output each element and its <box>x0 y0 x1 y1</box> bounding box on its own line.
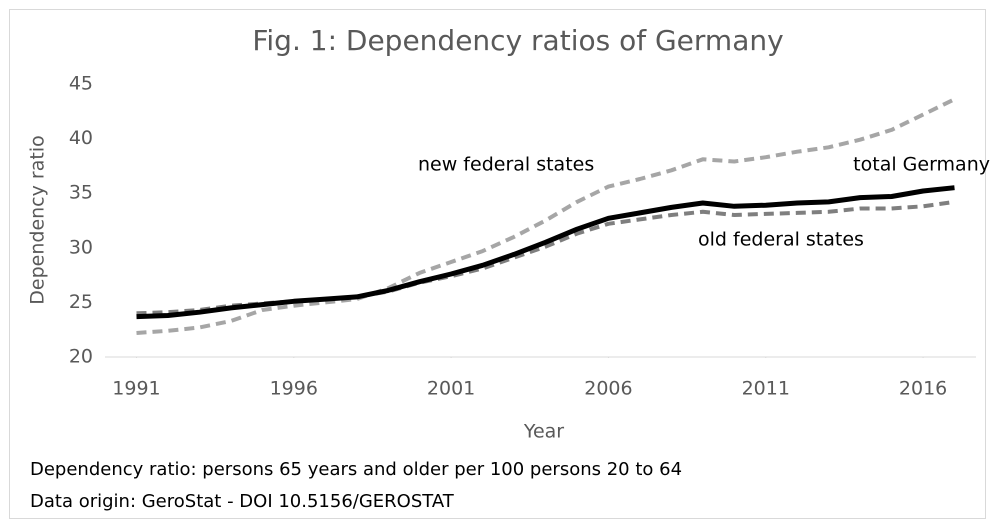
note: Dependency ratio: persons 65 years and o… <box>30 459 682 480</box>
x-axis-label: Year <box>523 421 564 443</box>
chart-border <box>9 9 986 519</box>
x-tick-label: 2001 <box>427 378 475 400</box>
x-tick-label: 1996 <box>270 378 318 400</box>
series-label: old federal states <box>698 229 864 251</box>
series-line <box>136 185 955 320</box>
y-axis-label: Dependency ratio <box>27 135 49 304</box>
y-tick-label: 40 <box>69 127 93 149</box>
x-tick-label: 1991 <box>112 378 160 400</box>
y-tick-label: 35 <box>69 182 93 204</box>
y-tick-label: 45 <box>69 73 93 95</box>
chart-title: Fig. 1: Dependency ratios of Germany <box>252 24 783 57</box>
x-tick-label: 2006 <box>584 378 632 400</box>
x-tick-label: 2011 <box>742 378 790 400</box>
series-label: total Germany <box>853 154 990 176</box>
note: Data origin: GeroStat - DOI 10.5156/GERO… <box>30 491 455 512</box>
series-label: new federal states <box>418 154 594 176</box>
y-tick-label: 20 <box>69 346 93 368</box>
x-tick-label: 2016 <box>899 378 947 400</box>
y-tick-label: 25 <box>69 291 93 313</box>
y-tick-label: 30 <box>69 236 93 258</box>
